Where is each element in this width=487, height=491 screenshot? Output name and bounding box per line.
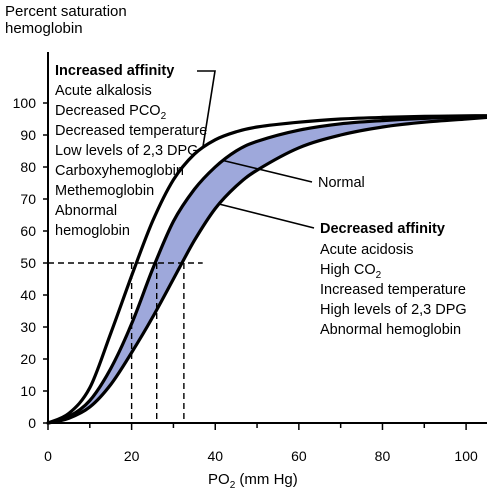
- increased-affinity-curve: [46, 114, 487, 425]
- annotation-increased-item: Methemoglobin: [55, 183, 154, 199]
- annotation-decreased-item: Abnormal hemoglobin: [320, 322, 461, 338]
- x-ticks: 0 20 40 60 80 100: [44, 423, 478, 464]
- annotation-decreased-item: Acute acidosis: [320, 242, 414, 258]
- shaded-band-normal-to-decreased: [48, 115, 487, 424]
- x-tick-label: 100: [454, 448, 478, 464]
- x-tick-label: 40: [207, 448, 223, 464]
- y-tick-label: 0: [28, 415, 36, 431]
- leader-lines: [197, 70, 315, 229]
- x-tick-label: 0: [44, 448, 52, 464]
- y-tick-label: 90: [20, 127, 36, 143]
- annotation-increased-item: Decreased PCO2: [55, 103, 167, 122]
- y-tick-label: 70: [20, 191, 36, 207]
- y-tick-label: 80: [20, 159, 36, 175]
- annotation-increased-subscript: 2: [161, 111, 167, 122]
- annotation-decreased-item-text: High CO: [320, 262, 376, 278]
- leader-normal: [223, 159, 313, 183]
- annotation-increased-item: Decreased temperature: [55, 123, 207, 139]
- annotation-decreased-item: High CO2: [320, 262, 382, 281]
- annotation-increased-item-text: Decreased PCO: [55, 103, 161, 119]
- x-axis-title-units: (mm Hg): [235, 471, 298, 488]
- curves: [46, 114, 487, 425]
- y-tick-label: 20: [20, 351, 36, 367]
- annotation-decreased-subscript: 2: [376, 270, 382, 281]
- annotation-increased-item: Abnormal: [55, 203, 117, 219]
- leader-increased-affinity: [197, 70, 216, 149]
- leader-decreased-affinity: [219, 203, 315, 229]
- annotation-decreased-item: High levels of 2,3 DPG: [320, 302, 467, 318]
- reference-lines: [48, 262, 203, 423]
- annotation-decreased-item: Increased temperature: [320, 282, 466, 298]
- x-tick-label: 60: [291, 448, 307, 464]
- y-ticks: 0 10 20 30 40 50 60 70 80 90 100: [13, 95, 48, 431]
- annotation-increased-item: Low levels of 2,3 DPG: [55, 143, 198, 159]
- x-axis-title-main: PO: [208, 471, 230, 488]
- y-axis-title-line2: hemoglobin: [5, 20, 83, 37]
- y-tick-label: 10: [20, 383, 36, 399]
- x-tick-label: 80: [375, 448, 391, 464]
- x-tick-label: 20: [124, 448, 140, 464]
- y-tick-label: 40: [20, 287, 36, 303]
- annotation-increased-item: Carboxyhemoglobin: [55, 163, 184, 179]
- y-tick-label: 60: [20, 223, 36, 239]
- y-tick-label: 50: [20, 255, 36, 271]
- y-tick-label: 100: [13, 95, 37, 111]
- annotation-increased-item: hemoglobin: [55, 223, 130, 239]
- annotation-increased-item: Acute alkalosis: [55, 83, 152, 99]
- y-axis-title-line1: Percent saturation: [5, 3, 127, 20]
- annotation-normal-label: Normal: [318, 175, 365, 191]
- annotation-increased-title: Increased affinity: [55, 63, 174, 79]
- x-axis-title-subscript: 2: [230, 480, 236, 491]
- x-axis-title: PO2 (mm Hg): [208, 471, 298, 491]
- annotation-decreased-title: Decreased affinity: [320, 221, 445, 237]
- y-tick-label: 30: [20, 319, 36, 335]
- axes: [47, 52, 487, 424]
- decreased-affinity-curve: [46, 115, 487, 425]
- normal-curve: [46, 114, 487, 425]
